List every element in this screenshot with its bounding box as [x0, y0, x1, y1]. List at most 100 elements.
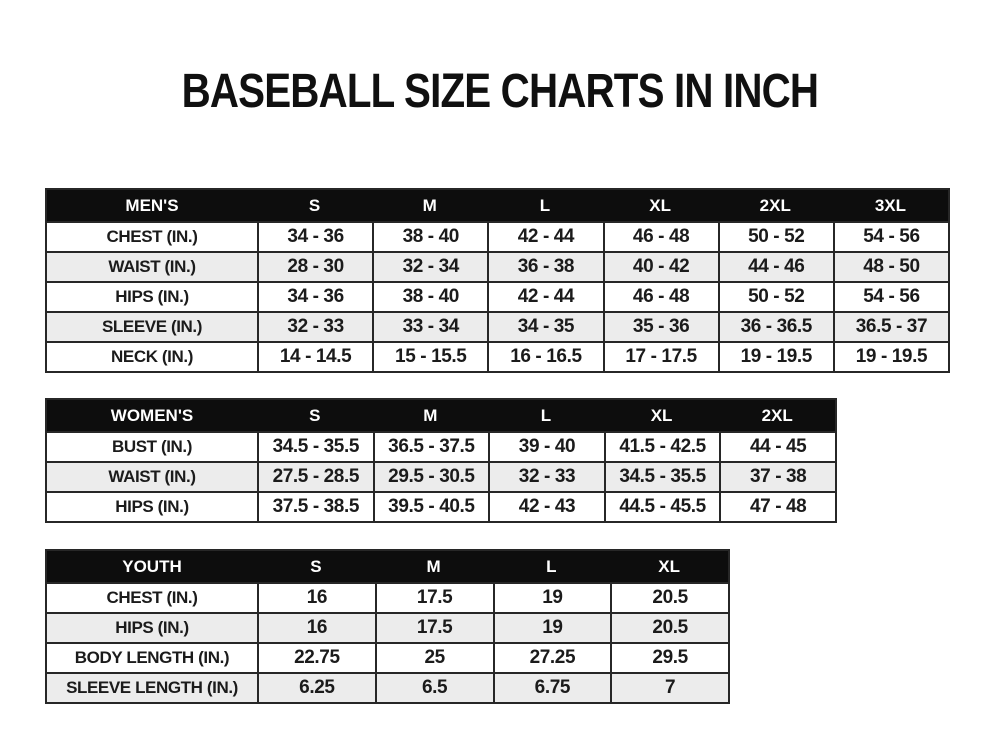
- measurement-value-cell: 44 - 45: [719, 433, 835, 461]
- measurement-value-cell: 25: [374, 644, 493, 672]
- measurement-value-cell: 54 - 56: [832, 223, 948, 251]
- measurement-value-cell: 17.5: [374, 614, 493, 642]
- measurement-value-cell: 14 - 14.5: [257, 343, 372, 371]
- measurement-label-cell: NECK (IN.): [111, 347, 193, 366]
- measurement-value-cell: 39 - 40: [488, 433, 604, 461]
- measurement-label-cell: BODY LENGTH (IN.): [74, 648, 230, 667]
- size-table-womens: WOMEN'S S M L XL 2XL BUST (IN.) 34.5 - 35.5 36.5…: [45, 398, 837, 523]
- page-title: BASEBALL SIZE CHARTS IN INCH: [181, 65, 819, 118]
- measurement-value-cell: 34 - 35: [487, 313, 602, 341]
- size-column-header: 2XL: [761, 405, 793, 425]
- measurement-label-cell: HIPS (IN.): [115, 618, 189, 637]
- table-row: BODY LENGTH (IN.) 22.75 25 27.25 29.5: [47, 642, 728, 672]
- size-column-header: M: [423, 405, 438, 425]
- size-column-header: XL: [658, 556, 680, 576]
- measurement-value-cell: 39.5 - 40.5: [372, 493, 489, 521]
- table-row: CHEST (IN.) 16 17.5 19 20.5: [47, 582, 728, 612]
- measurement-value-cell: 6.25: [257, 674, 375, 702]
- table-header-row: YOUTH S M L XL: [47, 551, 728, 582]
- measurement-value-cell: 40 - 42: [602, 253, 718, 281]
- measurement-value-cell: 37 - 38: [719, 463, 835, 491]
- size-column-header: L: [539, 195, 551, 215]
- measurement-value-cell: 33 - 34: [372, 313, 487, 341]
- size-column-header: M: [422, 195, 437, 215]
- table-row: HIPS (IN.) 16 17.5 19 20.5: [47, 612, 728, 642]
- measurement-label-cell: SLEEVE (IN.): [101, 317, 203, 336]
- measurement-label-cell: HIPS (IN.): [115, 497, 189, 516]
- measurement-value-cell: 36.5 - 37.5: [372, 433, 489, 461]
- size-column-header: S: [308, 195, 321, 215]
- measurement-label-cell: CHEST (IN.): [106, 588, 198, 607]
- measurement-value-cell: 16: [257, 614, 375, 642]
- measurement-label-cell: SLEEVE LENGTH (IN.): [66, 678, 238, 697]
- measurement-value-cell: 19: [492, 614, 611, 642]
- measurement-value-cell: 34.5 - 35.5: [603, 463, 720, 491]
- measurement-value-cell: 17 - 17.5: [602, 343, 718, 371]
- measurement-value-cell: 54 - 56: [832, 283, 948, 311]
- table-name-cell: MEN'S: [125, 195, 179, 215]
- measurement-value-cell: 20.5: [610, 614, 728, 642]
- measurement-value-cell: 34 - 36: [257, 283, 372, 311]
- measurement-label-cell: HIPS (IN.): [115, 287, 189, 306]
- size-column-header: XL: [649, 195, 671, 215]
- measurement-value-cell: 6.5: [374, 674, 493, 702]
- measurement-label-cell: CHEST (IN.): [106, 227, 198, 246]
- measurement-value-cell: 29.5: [610, 644, 728, 672]
- measurement-value-cell: 27.5 - 28.5: [257, 463, 373, 491]
- measurement-value-cell: 34.5 - 35.5: [257, 433, 373, 461]
- table-row: BUST (IN.) 34.5 - 35.5 36.5 - 37.5 39 - 40 4…: [47, 431, 835, 461]
- size-column-header: M: [426, 556, 441, 576]
- table-row: WAIST (IN.) 27.5 - 28.5 29.5 - 30.5 32 - 33…: [47, 461, 835, 491]
- measurement-value-cell: 20.5: [610, 584, 728, 612]
- measurement-value-cell: 22.75: [257, 644, 375, 672]
- measurement-value-cell: 27.25: [492, 644, 611, 672]
- size-column-header: L: [546, 556, 557, 576]
- page-title-wrap: BASEBALL SIZE CHARTS IN INCH: [0, 64, 1000, 119]
- measurement-value-cell: 15 - 15.5: [372, 343, 487, 371]
- size-column-header: S: [310, 556, 322, 576]
- table-row: CHEST (IN.) 34 - 36 38 - 40 42 - 44 46 - 48 5…: [47, 221, 948, 251]
- measurement-value-cell: 38 - 40: [372, 223, 487, 251]
- measurement-value-cell: 19 - 19.5: [717, 343, 833, 371]
- measurement-value-cell: 32 - 33: [488, 463, 604, 491]
- measurement-value-cell: 44 - 46: [717, 253, 833, 281]
- measurement-value-cell: 17.5: [374, 584, 493, 612]
- table-header-row: WOMEN'S S M L XL 2XL: [47, 400, 835, 431]
- measurement-value-cell: 37.5 - 38.5: [257, 493, 373, 521]
- measurement-value-cell: 35 - 36: [602, 313, 718, 341]
- measurement-value-cell: 16 - 16.5: [487, 343, 602, 371]
- measurement-value-cell: 36 - 36.5: [717, 313, 833, 341]
- table-row: SLEEVE LENGTH (IN.) 6.25 6.5 6.75 7: [47, 672, 728, 702]
- measurement-value-cell: 34 - 36: [257, 223, 372, 251]
- measurement-value-cell: 38 - 40: [372, 283, 487, 311]
- measurement-value-cell: 19 - 19.5: [832, 343, 948, 371]
- size-column-header: 3XL: [874, 195, 907, 215]
- measurement-value-cell: 19: [492, 584, 611, 612]
- table-row: HIPS (IN.) 37.5 - 38.5 39.5 - 40.5 42 - 43 4…: [47, 491, 835, 521]
- size-column-header: XL: [650, 405, 673, 425]
- size-column-header: L: [540, 405, 552, 425]
- size-column-header: 2XL: [759, 195, 791, 215]
- measurement-value-cell: 36 - 38: [487, 253, 602, 281]
- measurement-value-cell: 41.5 - 42.5: [603, 433, 720, 461]
- table-name-cell: YOUTH: [122, 556, 182, 576]
- measurement-value-cell: 42 - 43: [488, 493, 604, 521]
- size-column-header: S: [309, 405, 321, 425]
- table-name-cell: WOMEN'S: [110, 405, 194, 425]
- measurement-value-cell: 32 - 34: [372, 253, 487, 281]
- measurement-value-cell: 47 - 48: [719, 493, 835, 521]
- measurement-label-cell: WAIST (IN.): [108, 257, 196, 276]
- measurement-value-cell: 7: [610, 674, 728, 702]
- measurement-value-cell: 46 - 48: [602, 283, 718, 311]
- measurement-value-cell: 50 - 52: [717, 223, 833, 251]
- measurement-value-cell: 42 - 44: [487, 283, 602, 311]
- measurement-label-cell: WAIST (IN.): [108, 467, 196, 486]
- size-table-youth: YOUTH S M L XL CHEST (IN.) 16 17.5 19 20.5 HIPS (I…: [45, 549, 730, 704]
- table-row: HIPS (IN.) 34 - 36 38 - 40 42 - 44 46 - 48 50…: [47, 281, 948, 311]
- measurement-value-cell: 28 - 30: [257, 253, 372, 281]
- table-row: NECK (IN.) 14 - 14.5 15 - 15.5 16 - 16.5 17 …: [47, 341, 948, 371]
- measurement-value-cell: 36.5 - 37: [832, 313, 948, 341]
- measurement-value-cell: 29.5 - 30.5: [372, 463, 489, 491]
- table-row: SLEEVE (IN.) 32 - 33 33 - 34 34 - 35 35 - 36…: [47, 311, 948, 341]
- table-row: WAIST (IN.) 28 - 30 32 - 34 36 - 38 40 - 42 4…: [47, 251, 948, 281]
